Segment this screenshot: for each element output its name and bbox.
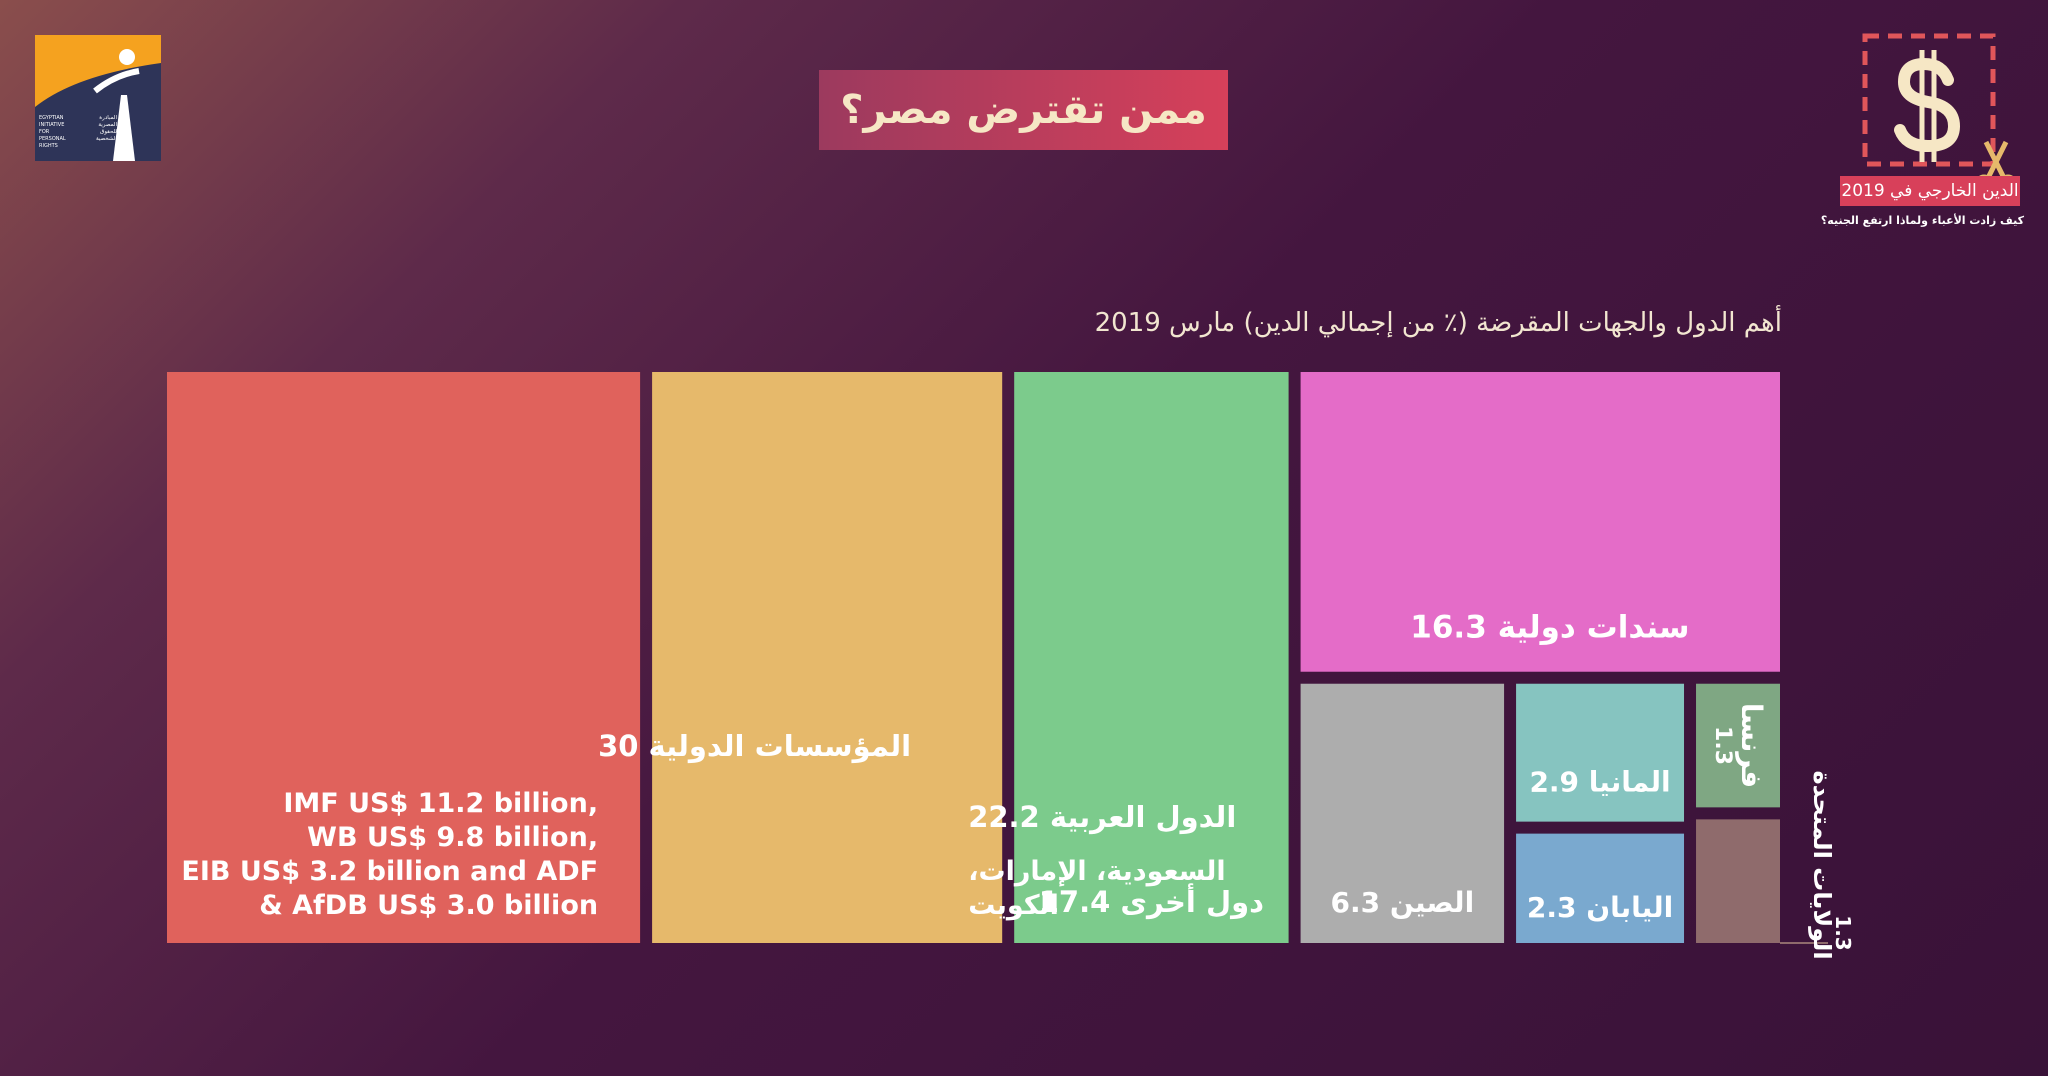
detail-arab-0: السعودية، الإمارات، [968, 856, 1225, 887]
logo-ar-line: المبادرة [99, 115, 117, 121]
tile-japan [1516, 833, 1685, 943]
detail-international-1: WB US$ 9.8 billion, [307, 822, 598, 853]
logo-road-icon [113, 95, 135, 161]
tile-france [1696, 683, 1780, 808]
logo-en-line: PERSONAL [39, 136, 66, 142]
logo-ar-line: الشخصية [96, 136, 118, 142]
label-japan: اليابان 2.3 [1527, 891, 1673, 924]
title-box: ممن تقترض مصر؟ [819, 70, 1228, 150]
logo-person-icon [119, 49, 135, 65]
detail-international-0: IMF US$ 11.2 billion, [283, 788, 598, 819]
label-arab: الدول العربية 22.2 [968, 800, 1236, 834]
tile-china [1300, 683, 1505, 943]
tile-bonds [1300, 372, 1780, 672]
tile-arab [652, 372, 1003, 943]
logo-right-subtitle: كيف زادت الأعباء ولماذا ارتفع الجنيه؟ [1820, 214, 2024, 227]
logo-ar-line: المصرية [98, 122, 117, 128]
logo-ar-line: للحقوق [100, 129, 117, 135]
value-france: 1.3 [1710, 726, 1735, 765]
logo-en-line: INITIATIVE [39, 122, 64, 128]
label-international: المؤسسات الدولية 30 [598, 729, 911, 763]
chart-title: أهم الدول والجهات المقرضة (٪ من إجمالي ا… [1094, 308, 1782, 338]
value-usa: 1.3 [1831, 915, 1855, 950]
dollar-icon [1894, 50, 1961, 162]
logo-right-title: الدين الخارجي في 2019 [1840, 176, 2020, 206]
detail-international-3: & AfDB US$ 3.0 billion [259, 890, 598, 921]
tile-usa [1696, 819, 1780, 943]
detail-arab-1: الكويت [968, 890, 1059, 921]
page-title: ممن تقترض مصر؟ [840, 87, 1207, 133]
logo-en-line: EGYPTIAN [39, 115, 64, 121]
logo-en-line: RIGHTS [39, 143, 58, 149]
label-other: دول أخرى 17.4 [1039, 883, 1264, 919]
logo-en-line: FOR [39, 129, 50, 135]
detail-international-2: EIB US$ 3.2 billion and ADF [181, 856, 598, 887]
label-france: فرنسا [1735, 703, 1768, 788]
tile-international [167, 372, 641, 943]
label-china: الصين 6.3 [1330, 886, 1474, 919]
label-germany: المانيا 2.9 [1529, 766, 1670, 799]
tile-other [1014, 372, 1289, 943]
tile-germany [1516, 683, 1685, 822]
label-usa: الولايات المتحدة [1808, 770, 1836, 959]
label-bonds: سندات دولية 16.3 [1410, 610, 1689, 646]
